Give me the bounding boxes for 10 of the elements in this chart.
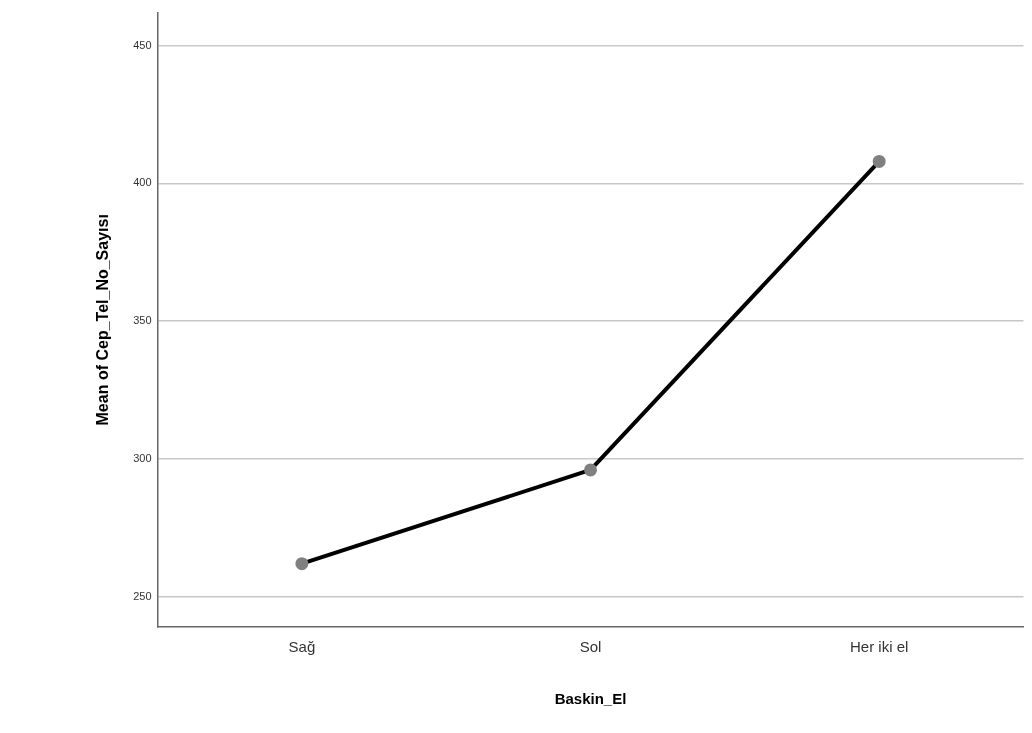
x-tick-label: Sol [579, 638, 602, 656]
y-tick-label: 250 [133, 589, 152, 602]
y-tick-label: 450 [133, 38, 152, 51]
y-tick-label: 300 [133, 451, 152, 464]
y-tick-label: 400 [133, 176, 152, 189]
x-axis-title: Baskin_El [554, 690, 627, 708]
y-axis-title: Mean of Cep_Tel_No_Sayısı [94, 214, 112, 426]
x-tick-label: Sağ [288, 638, 316, 656]
x-tick-label: Her iki el [850, 638, 909, 656]
y-tick-label: 350 [133, 314, 152, 327]
